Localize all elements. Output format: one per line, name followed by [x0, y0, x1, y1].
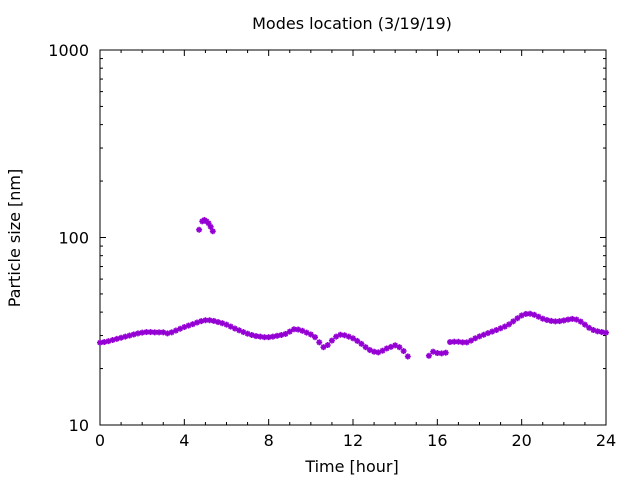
y-axis-label: Particle size [nm] — [5, 169, 24, 308]
data-point — [548, 317, 555, 324]
data-point — [286, 328, 293, 335]
x-tick-label: 4 — [179, 431, 189, 450]
x-tick-label: 20 — [511, 431, 531, 450]
data-point — [328, 337, 335, 344]
x-tick-label: 8 — [264, 431, 274, 450]
data-point — [442, 349, 449, 356]
data-point — [510, 318, 517, 325]
x-tick-label: 12 — [343, 431, 363, 450]
data-point — [379, 347, 386, 354]
x-axis: 0 4 8 12 16 20 24 — [95, 50, 616, 450]
data-point — [400, 348, 407, 355]
data-point — [463, 339, 470, 346]
data-point — [362, 344, 369, 351]
data-point — [425, 352, 432, 359]
data-point — [506, 321, 513, 328]
y-axis: 10 100 1000 — [48, 41, 606, 435]
plot-frame — [99, 49, 607, 426]
y-minor-ticks — [100, 58, 606, 370]
data-point — [354, 337, 361, 344]
data-point — [139, 329, 146, 336]
data-point — [196, 226, 203, 233]
data-point — [282, 330, 289, 337]
data-point — [202, 317, 209, 324]
data-point — [586, 324, 593, 331]
data-point — [514, 315, 521, 322]
data-point — [603, 329, 609, 336]
x-tick-label: 24 — [596, 431, 616, 450]
data-point — [581, 321, 588, 328]
data-point — [253, 333, 260, 340]
data-point — [209, 228, 216, 235]
data-point — [577, 318, 584, 325]
y-tick-label: 10 — [69, 416, 89, 435]
data-point — [598, 329, 605, 336]
x-tick-label: 16 — [427, 431, 447, 450]
data-point — [316, 339, 323, 346]
data-point — [350, 335, 356, 342]
data-point — [358, 340, 365, 347]
data-point — [337, 331, 344, 338]
x-axis-label: Time [hour] — [304, 457, 398, 476]
data-point — [396, 344, 403, 351]
data-point — [207, 223, 214, 230]
data-points — [97, 216, 609, 360]
y-tick-label: 1000 — [48, 41, 89, 60]
data-point — [312, 334, 319, 341]
data-point — [404, 353, 411, 360]
y-tick-label: 100 — [58, 229, 89, 248]
data-point — [468, 337, 475, 344]
x-tick-label: 0 — [95, 431, 105, 450]
data-point — [307, 331, 314, 338]
chart-title: Modes location (3/19/19) — [252, 14, 452, 33]
data-point — [324, 342, 331, 349]
